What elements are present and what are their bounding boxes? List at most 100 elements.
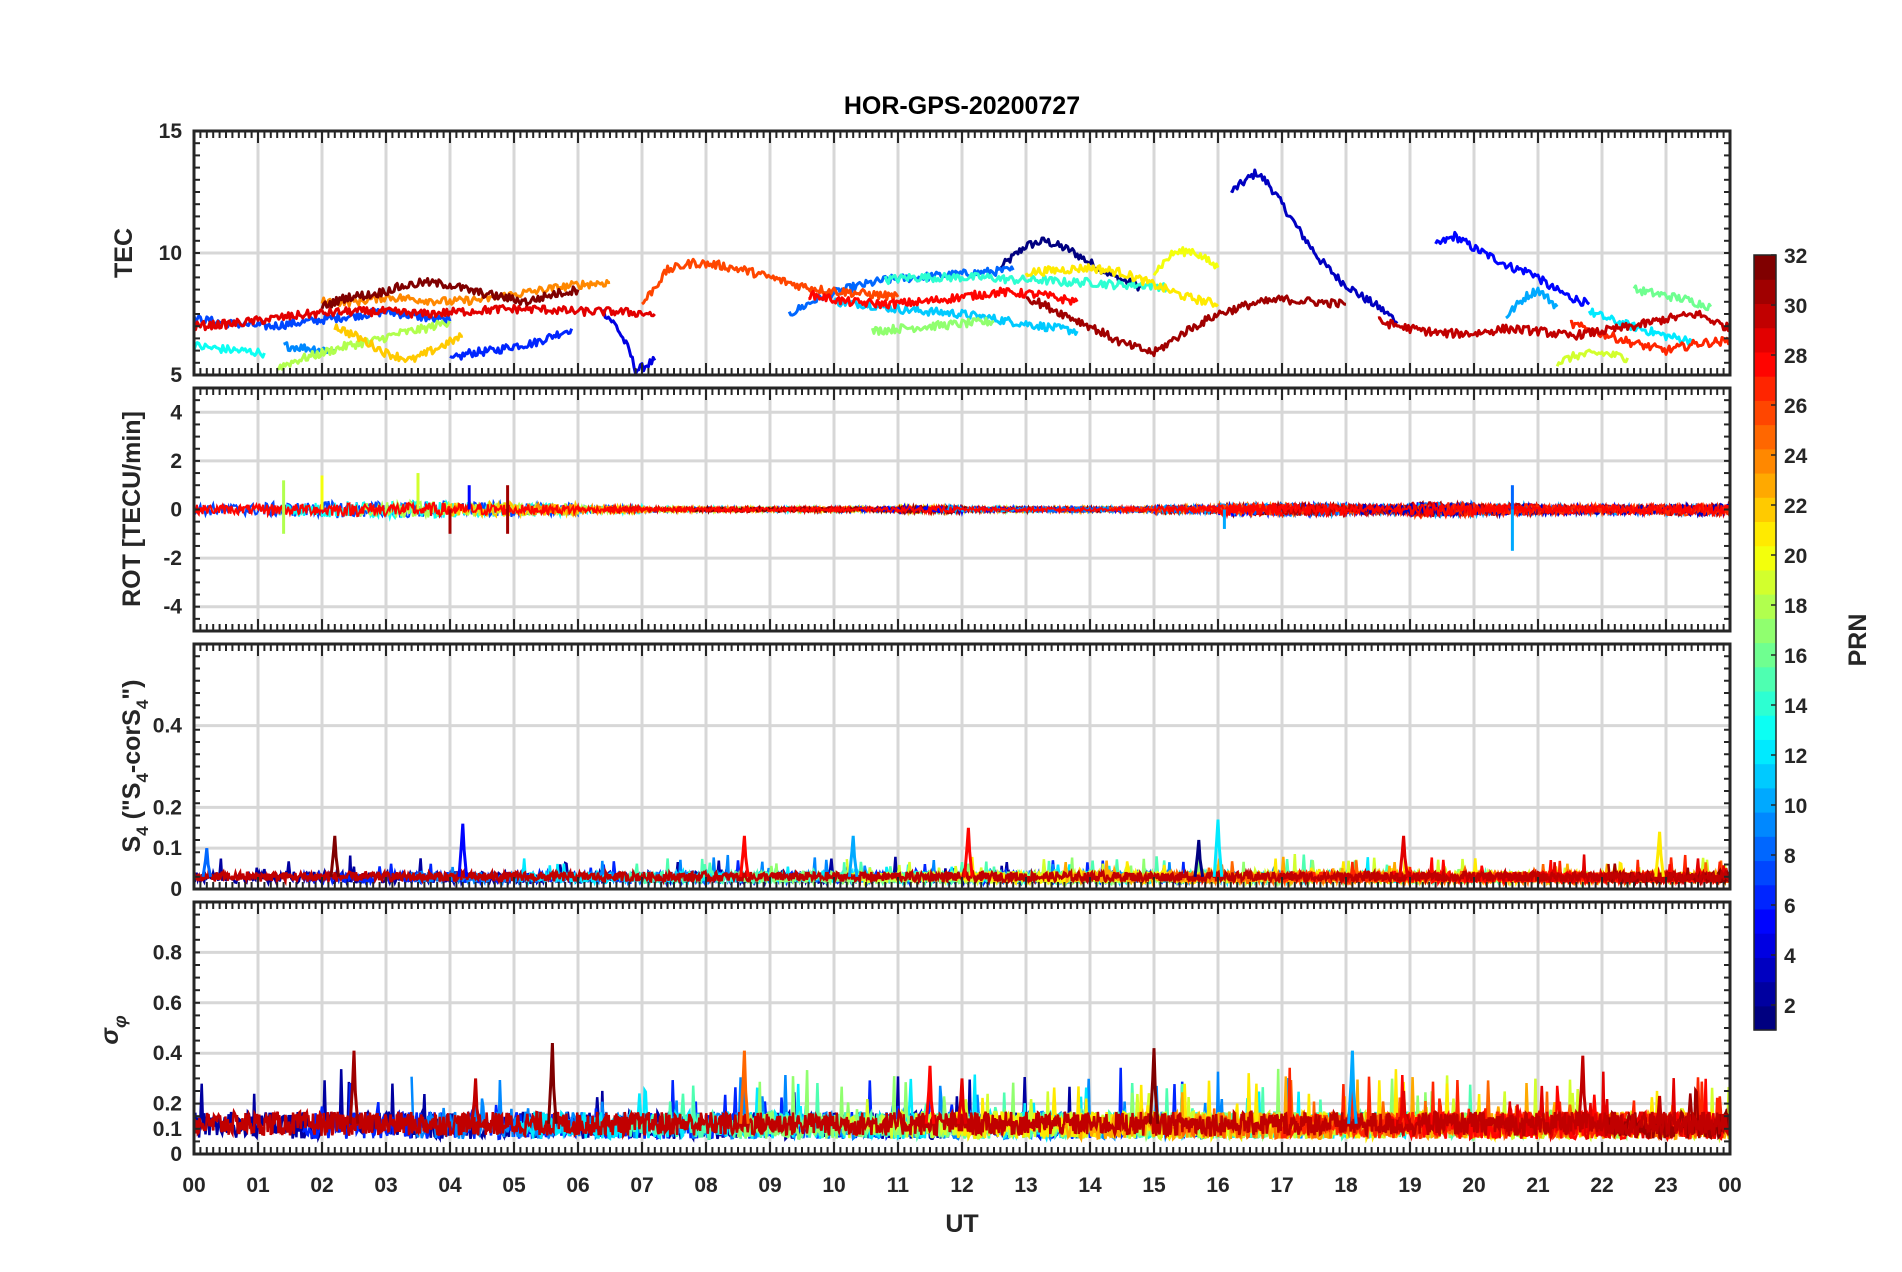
colorbar-tick-label: 14 — [1784, 695, 1808, 718]
y-tick-label: 5 — [170, 364, 182, 387]
y-tick-label: 0 — [170, 878, 182, 901]
colorbar-segment — [1754, 666, 1776, 692]
peak — [1398, 835, 1409, 877]
tec-series-prn-32 — [320, 277, 580, 310]
y-tick-label: 0.4 — [153, 715, 183, 738]
x-tick-label: 09 — [758, 1174, 781, 1197]
peak — [1148, 1048, 1160, 1124]
x-tick-label: 13 — [1014, 1174, 1037, 1197]
x-tick-label: 08 — [694, 1174, 718, 1197]
x-tick-label: 20 — [1462, 1174, 1485, 1197]
rot-series-prn-28-full — [194, 500, 1730, 519]
tec-series-prn-26 — [641, 257, 900, 306]
y-tick-label: 10 — [159, 242, 182, 265]
peak — [924, 1065, 936, 1124]
tec-series-prn-10 — [1505, 286, 1559, 320]
rot-ylabel: ROT [TECU/min] — [118, 411, 146, 607]
colorbar-segment — [1754, 521, 1776, 547]
tec-series-prn-28 — [808, 286, 1079, 310]
x-tick-label: 14 — [1078, 1174, 1102, 1197]
y-tick-label: 0.4 — [153, 1042, 183, 1065]
colorbar-segment — [1754, 884, 1776, 910]
colorbar-segment — [1754, 497, 1776, 523]
data-lines — [194, 473, 1730, 551]
colorbar-segment — [1754, 303, 1776, 329]
peak — [1212, 819, 1224, 877]
peak — [963, 827, 974, 877]
peak — [470, 1078, 481, 1125]
peak — [1577, 1055, 1589, 1124]
tec-series-prn-13 — [194, 341, 266, 359]
colorbar-segment — [1754, 933, 1776, 958]
colorbar-segment — [1754, 836, 1776, 862]
colorbar-tick-label: 10 — [1784, 795, 1807, 818]
colorbar-segment — [1754, 472, 1776, 498]
x-tick-label: 00 — [1718, 1174, 1741, 1197]
y-tick-label: 15 — [159, 120, 183, 143]
x-tick-label: 18 — [1334, 1174, 1358, 1197]
data-lines — [194, 1043, 1730, 1144]
colorbar-tick-label: 30 — [1784, 295, 1807, 318]
y-tick-label: 0.6 — [153, 992, 182, 1015]
colorbar-segment — [1754, 763, 1776, 789]
peak — [847, 835, 859, 877]
colorbar-box — [1753, 254, 1777, 1031]
x-axis-label: UT — [945, 1210, 978, 1238]
colorbar-segment — [1754, 424, 1776, 450]
peak — [1193, 839, 1205, 878]
tec-series-prn-3 — [1230, 168, 1399, 325]
tec-series-prn-6 — [449, 328, 574, 361]
x-tick-label: 11 — [887, 1174, 910, 1197]
x-tick-label: 17 — [1270, 1174, 1293, 1197]
tec-series-prn-1 — [999, 236, 1143, 292]
colorbar-segment — [1754, 981, 1776, 1007]
colorbar-segment — [1754, 690, 1776, 716]
x-tick-label: 01 — [246, 1174, 270, 1197]
y-tick-label: 0.2 — [153, 1093, 182, 1116]
s4-panel: 0 0.1 0.2 0.4 — [153, 642, 1732, 901]
colorbar-segment — [1754, 376, 1776, 401]
sigma-phi-panel: 00.10.2 0.4 0.6 0.8 — [153, 900, 1732, 1166]
data-lines — [194, 168, 1730, 375]
colorbar-segment — [1754, 594, 1776, 619]
tec-ylabel: TEC — [110, 228, 138, 278]
x-tick-label: 12 — [950, 1174, 973, 1197]
peak — [1654, 831, 1665, 877]
colorbar-tick-label: 8 — [1784, 845, 1796, 868]
x-tick-label: 04 — [438, 1174, 462, 1197]
y-tick-label: 0 — [170, 499, 182, 522]
colorbar-tick-label: 16 — [1784, 645, 1807, 668]
x-tick-label: 23 — [1654, 1174, 1677, 1197]
peak — [739, 835, 750, 877]
x-tick-label: 16 — [1206, 1174, 1229, 1197]
y-tick-label: -2 — [163, 547, 182, 570]
peak — [329, 835, 341, 877]
tec-series-prn-20 — [1152, 246, 1220, 277]
rot-panel: -4 -2 0 2 4 — [163, 386, 1732, 633]
x-tick-label: 02 — [310, 1174, 333, 1197]
tec-series-prn-11 — [832, 297, 1079, 336]
x-tick-label: 22 — [1590, 1174, 1613, 1197]
figure-title: HOR-GPS-20200727 — [844, 92, 1080, 120]
x-tick-label: 03 — [374, 1174, 397, 1197]
x-tick-label: 15 — [1142, 1174, 1166, 1197]
peak — [348, 1050, 360, 1124]
colorbar-tick-label: 26 — [1784, 395, 1807, 418]
colorbar-segment — [1754, 618, 1776, 644]
colorbar-tick-label: 22 — [1784, 495, 1807, 518]
colorbar-segment — [1754, 715, 1776, 740]
colorbar-segment — [1754, 545, 1776, 571]
colorbar-label: PRN — [1844, 614, 1872, 667]
colorbar-tick-label: 18 — [1784, 595, 1808, 618]
peak — [956, 1078, 968, 1125]
peak — [1398, 1090, 1409, 1125]
y-tick-label: 0.8 — [153, 941, 183, 964]
peak — [457, 823, 469, 877]
tec-panel: 5 10 15 — [159, 120, 1732, 387]
baseline-series — [194, 1107, 1730, 1141]
tec-series-prn-5 — [1434, 230, 1591, 307]
sigma-phi-ylabel: σφ — [96, 1015, 130, 1045]
colorbar-tick-label: 4 — [1784, 945, 1796, 968]
tec-series-prn-29 — [194, 304, 656, 332]
tec-series-prn-22 — [333, 323, 464, 363]
